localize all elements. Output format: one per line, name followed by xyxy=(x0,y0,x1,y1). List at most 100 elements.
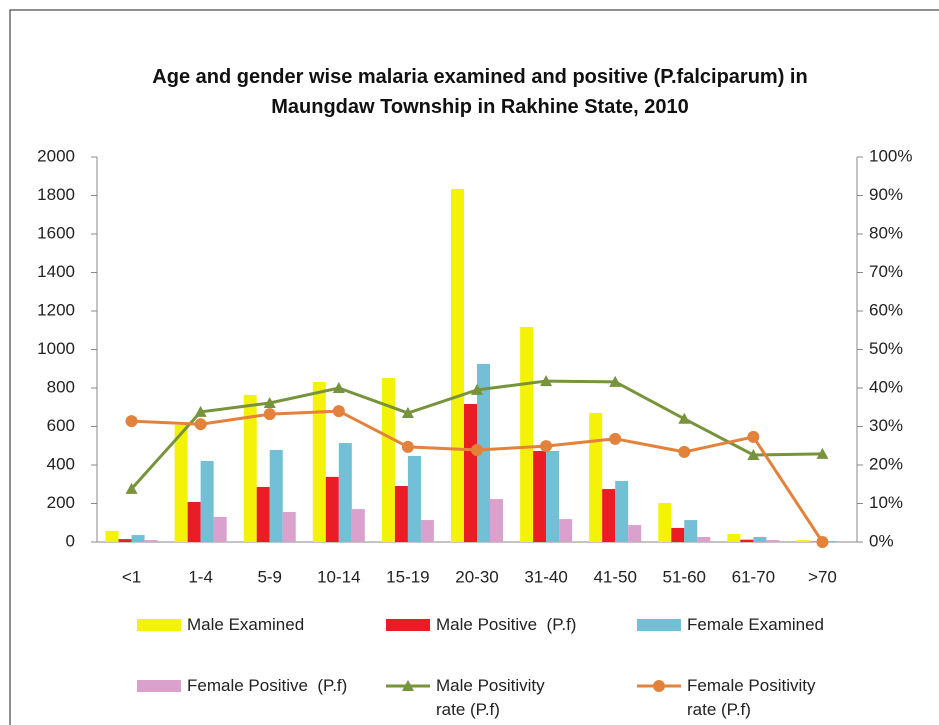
bar xyxy=(381,377,395,542)
bar xyxy=(559,519,573,542)
bar xyxy=(144,540,158,542)
y-tick-label: 400 xyxy=(47,454,75,473)
bar xyxy=(477,363,490,542)
x-tick-label: 1-4 xyxy=(188,567,213,586)
chart-border xyxy=(9,9,939,725)
x-tick-label: 51-60 xyxy=(663,567,706,586)
legend-label: Female Positivity rate (P.f) xyxy=(687,676,821,719)
bar xyxy=(118,539,132,542)
marker xyxy=(540,440,553,453)
y-tick-label: 1200 xyxy=(37,300,75,319)
bar xyxy=(464,403,477,542)
y-tick-label: 1800 xyxy=(37,185,75,204)
y2-tick-label: 90% xyxy=(869,185,903,204)
legend-swatch-fill xyxy=(137,680,181,692)
y2-tick-label: 0% xyxy=(869,531,894,550)
marker xyxy=(816,536,829,548)
y-tick-label: 600 xyxy=(47,416,75,435)
legend-swatch-fill xyxy=(637,619,681,631)
marker xyxy=(471,383,483,395)
y-tick-label: 1000 xyxy=(37,339,75,358)
marker xyxy=(540,375,553,387)
marker xyxy=(263,408,276,421)
legend-label: Male Positive (P.f) xyxy=(436,615,577,634)
bar xyxy=(174,424,188,542)
y-tick-label: 2000 xyxy=(37,146,75,165)
bar xyxy=(269,449,283,542)
y2-tick-label: 80% xyxy=(869,223,903,242)
bar xyxy=(796,540,810,542)
bar xyxy=(533,450,547,542)
marker xyxy=(653,680,665,692)
y2-tick-label: 20% xyxy=(869,454,903,473)
legend-item: Female Positivity rate (P.f) xyxy=(637,674,822,722)
x-tick-label: 61-70 xyxy=(732,567,775,586)
chart-title: Age and gender wise malaria examined and… xyxy=(152,66,808,118)
marker xyxy=(194,418,207,431)
marker xyxy=(194,405,207,417)
bar xyxy=(282,511,296,542)
marker xyxy=(747,430,760,443)
marker xyxy=(678,445,691,458)
bar xyxy=(490,499,503,542)
legend-item: Male Positivity rate (P.f) xyxy=(386,674,571,722)
marker xyxy=(332,382,345,393)
x-tick-label: 15-19 xyxy=(386,567,429,586)
y2-tick-label: 60% xyxy=(869,300,903,319)
bar xyxy=(740,539,754,542)
bar xyxy=(615,480,629,542)
x-tick-label: 31-40 xyxy=(524,567,567,586)
marker xyxy=(471,443,483,456)
legend-label: Female Positive (P.f) xyxy=(187,676,348,695)
bar xyxy=(822,541,836,542)
marker xyxy=(747,448,760,460)
bar xyxy=(187,501,201,542)
marker xyxy=(401,407,414,419)
y-tick-label: 1400 xyxy=(37,262,75,281)
bar xyxy=(105,531,119,542)
x-tick-label: >70 xyxy=(808,567,837,586)
bar xyxy=(520,326,534,542)
bar xyxy=(407,455,421,542)
y2-tick-label: 100% xyxy=(869,146,912,165)
legend-swatch xyxy=(137,680,181,692)
bar xyxy=(351,509,365,542)
marker xyxy=(263,397,276,409)
bar xyxy=(312,382,326,542)
bar xyxy=(684,520,698,542)
legend-item: Male Positive (P.f) xyxy=(386,613,576,637)
marker xyxy=(125,415,138,428)
x-tick-label: 41-50 xyxy=(593,567,636,586)
y2-tick-label: 30% xyxy=(869,416,903,435)
bar xyxy=(325,476,339,542)
legend-swatch xyxy=(386,680,430,691)
bar xyxy=(256,486,270,542)
legend-swatch xyxy=(637,680,681,692)
legend-swatch xyxy=(386,619,430,631)
x-tick-label: 20-30 xyxy=(455,567,498,586)
bar xyxy=(628,525,642,542)
y-tick-label: 200 xyxy=(47,493,75,512)
bar xyxy=(131,535,145,542)
bar xyxy=(451,188,464,542)
bar xyxy=(602,489,616,542)
y2-tick-label: 50% xyxy=(869,339,903,358)
y2-tick-label: 40% xyxy=(869,377,903,396)
bar xyxy=(589,413,603,542)
bar xyxy=(658,502,672,542)
y-tick-label: 0 xyxy=(66,531,75,550)
bar xyxy=(200,460,214,542)
bar xyxy=(727,533,741,542)
legend-label: Male Positivity rate (P.f) xyxy=(436,676,550,719)
marker xyxy=(609,432,622,445)
legend-swatch-fill xyxy=(137,619,181,631)
marker xyxy=(401,440,414,453)
y2-tick-label: 70% xyxy=(869,262,903,281)
bar xyxy=(671,527,685,542)
bar xyxy=(394,485,408,542)
bar xyxy=(766,540,780,542)
bar xyxy=(697,536,711,542)
legend-item: Male Examined xyxy=(137,613,304,637)
